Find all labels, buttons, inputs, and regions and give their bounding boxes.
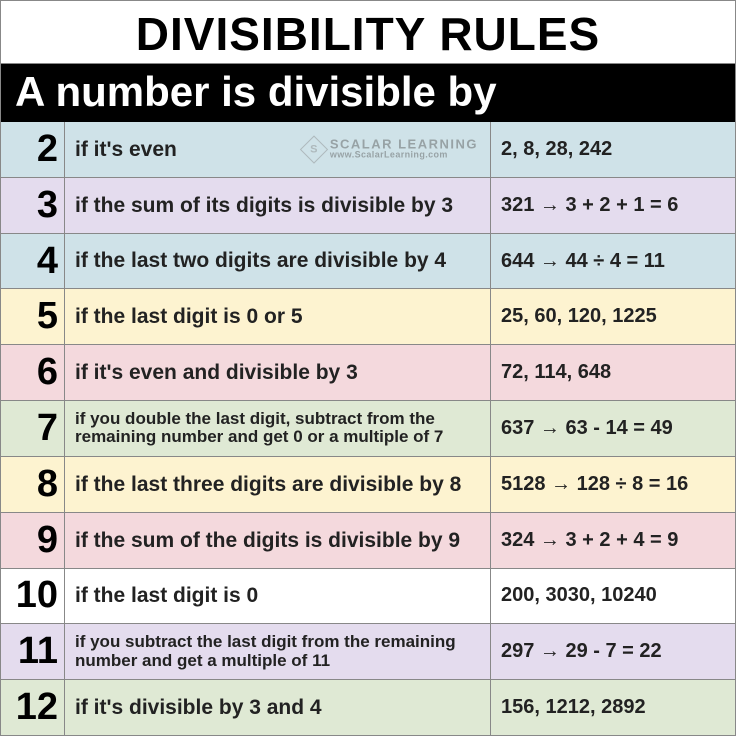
brand-watermark: SSCALAR LEARNINGwww.ScalarLearning.com <box>304 138 478 161</box>
divisor-number: 7 <box>1 401 65 456</box>
page-subtitle: A number is divisible by <box>1 64 735 122</box>
rule-text-content: if you subtract the last digit from the … <box>75 633 480 670</box>
divisor-number: 10 <box>1 569 65 624</box>
table-row: 6 if it's even and divisible by 3 72, 114,… <box>1 345 735 401</box>
example-text: 2, 8, 28, 242 <box>491 122 735 177</box>
divisor-number: 4 <box>1 234 65 289</box>
example-text: 25, 60, 120, 1225 <box>491 289 735 344</box>
rule-text: if the last three digits are divisible b… <box>65 457 491 512</box>
example-text: 637 → 63 - 14 = 49 <box>491 401 735 456</box>
table-row: 12 if it's divisible by 3 and 4 156, 1212,… <box>1 680 735 735</box>
table-row: 11 if you subtract the last digit from th… <box>1 624 735 680</box>
divisor-number: 5 <box>1 289 65 344</box>
rule-text-content: if the sum of its digits is divisible by… <box>75 194 453 217</box>
example-text: 200, 3030, 10240 <box>491 569 735 624</box>
example-text: 644 → 44 ÷ 4 = 11 <box>491 234 735 289</box>
rule-text: if you double the last digit, subtract f… <box>65 401 491 456</box>
rule-text: if it's even and divisible by 3 <box>65 345 491 400</box>
rule-text: if the sum of its digits is divisible by… <box>65 178 491 233</box>
table-row: 3 if the sum of its digits is divisible b… <box>1 178 735 234</box>
table-row: 2 if it's even SSCALAR LEARNINGwww.ScalarL… <box>1 122 735 178</box>
divisor-number: 8 <box>1 457 65 512</box>
brand-url: www.ScalarLearning.com <box>330 151 478 161</box>
page-title: DIVISIBILITY RULES <box>1 1 735 64</box>
example-text: 324 → 3 + 2 + 4 = 9 <box>491 513 735 568</box>
example-text: 297 → 29 - 7 = 22 <box>491 624 735 679</box>
table-row: 9 if the sum of the digits is divisible b… <box>1 513 735 569</box>
example-text: 321 → 3 + 2 + 1 = 6 <box>491 178 735 233</box>
example-text: 5128 → 128 ÷ 8 = 16 <box>491 457 735 512</box>
rule-text-content: if it's divisible by 3 and 4 <box>75 696 322 719</box>
table-row: 4 if the last two digits are divisible by… <box>1 234 735 290</box>
rule-text: if it's divisible by 3 and 4 <box>65 680 491 735</box>
rule-text-content: if the sum of the digits is divisible by… <box>75 529 460 552</box>
table-row: 10 if the last digit is 0 200, 3030, 10240 <box>1 569 735 625</box>
divisor-number: 2 <box>1 122 65 177</box>
table-row: 5 if the last digit is 0 or 5 25, 60, 120,… <box>1 289 735 345</box>
rule-text-content: if it's even and divisible by 3 <box>75 361 358 384</box>
table-row: 8 if the last three digits are divisible … <box>1 457 735 513</box>
brand-text: SCALAR LEARNINGwww.ScalarLearning.com <box>330 138 478 161</box>
rule-text: if it's even SSCALAR LEARNINGwww.ScalarLe… <box>65 122 491 177</box>
rule-text-content: if it's even <box>75 138 177 161</box>
brand-name: SCALAR LEARNING <box>330 138 478 151</box>
infographic-container: DIVISIBILITY RULES A number is divisible… <box>0 0 736 736</box>
brand-logo-icon: S <box>300 135 328 163</box>
rule-text: if the last digit is 0 <box>65 569 491 624</box>
table-row: 7 if you double the last digit, subtract … <box>1 401 735 457</box>
rule-text-content: if the last digit is 0 or 5 <box>75 305 303 328</box>
divisor-number: 6 <box>1 345 65 400</box>
divisor-number: 9 <box>1 513 65 568</box>
rule-text-content: if you double the last digit, subtract f… <box>75 410 480 447</box>
example-text: 156, 1212, 2892 <box>491 680 735 735</box>
rule-text-content: if the last digit is 0 <box>75 584 258 607</box>
example-text: 72, 114, 648 <box>491 345 735 400</box>
rule-text: if the sum of the digits is divisible by… <box>65 513 491 568</box>
divisor-number: 12 <box>1 680 65 735</box>
divisor-number: 11 <box>1 624 65 679</box>
rule-text: if the last digit is 0 or 5 <box>65 289 491 344</box>
rules-table: 2 if it's even SSCALAR LEARNINGwww.ScalarL… <box>1 122 735 735</box>
divisor-number: 3 <box>1 178 65 233</box>
rule-text: if the last two digits are divisible by … <box>65 234 491 289</box>
rule-text-content: if the last three digits are divisible b… <box>75 473 461 496</box>
rule-text-content: if the last two digits are divisible by … <box>75 249 446 272</box>
rule-text: if you subtract the last digit from the … <box>65 624 491 679</box>
